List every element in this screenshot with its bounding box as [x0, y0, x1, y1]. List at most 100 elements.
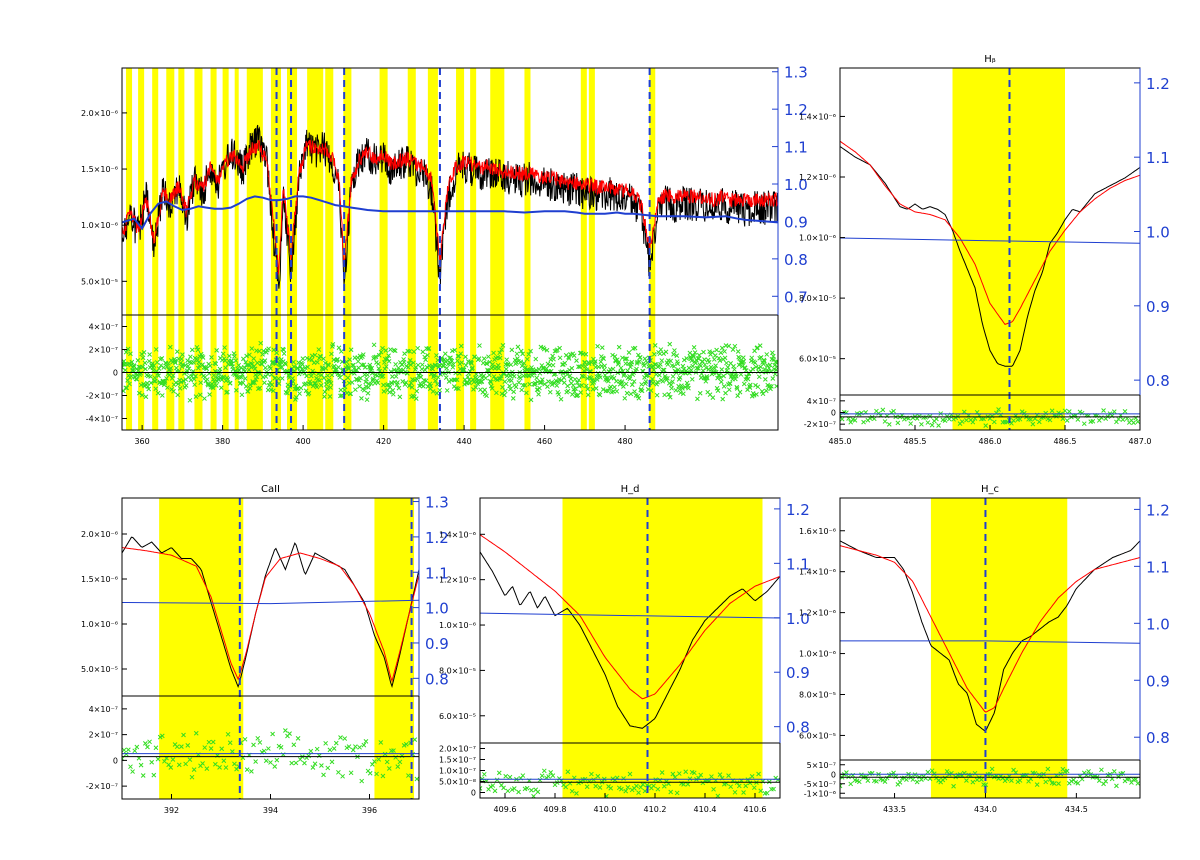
residual-point	[550, 773, 556, 778]
residual-point	[201, 365, 207, 370]
residual-point	[497, 350, 503, 356]
residual-point	[1101, 408, 1106, 413]
x-tick-label: 434.5	[1065, 805, 1088, 814]
residual-point	[460, 367, 466, 373]
residual-point	[338, 735, 343, 740]
residual-point	[152, 378, 158, 384]
residual-point	[549, 382, 555, 387]
residual-point	[253, 759, 259, 764]
residual-point	[374, 771, 379, 777]
residual-point	[886, 422, 892, 427]
residual-point	[721, 373, 726, 379]
residual-point	[884, 775, 890, 781]
residual-point	[279, 364, 285, 370]
residual-point	[904, 777, 909, 783]
residual-point	[726, 343, 732, 349]
residual-point	[856, 779, 862, 785]
residual-point	[328, 380, 334, 386]
residual-point	[244, 362, 250, 368]
residual-point	[734, 384, 740, 390]
residual-point	[750, 366, 756, 372]
residual-point	[359, 396, 364, 401]
residual-point	[217, 366, 223, 372]
residual-point	[773, 367, 778, 373]
residual-point	[268, 366, 273, 371]
residual-point	[212, 761, 218, 767]
residual-point	[595, 343, 600, 349]
residual-point	[181, 732, 186, 738]
res-tick-label: 5×10⁻⁷	[807, 761, 836, 770]
residual-point	[455, 358, 460, 364]
residual-point	[453, 370, 458, 376]
right-tick-label: 0.9	[425, 635, 449, 653]
residual-point	[669, 385, 674, 391]
residual-point	[577, 350, 583, 356]
residual-point	[239, 374, 244, 380]
residual-point	[671, 363, 677, 369]
residual-point	[490, 783, 496, 788]
residual-point	[263, 758, 269, 764]
residual-point	[696, 352, 702, 358]
residual-point	[944, 769, 950, 774]
residual-point	[138, 762, 144, 768]
residual-point	[452, 347, 458, 353]
residual-point	[738, 372, 744, 377]
residual-point	[579, 383, 585, 388]
residual-point	[731, 363, 736, 369]
residual-point	[719, 345, 725, 351]
residual-point	[632, 345, 638, 351]
residual-point	[179, 744, 184, 750]
residual-point	[585, 386, 591, 392]
residual-point	[674, 790, 680, 796]
residual-point	[146, 386, 152, 392]
residual-point	[204, 766, 210, 771]
y-tick-label: 1.4×10⁻⁶	[799, 112, 836, 121]
residual-point	[659, 770, 665, 775]
residual-point	[970, 779, 976, 785]
residual-point	[749, 355, 755, 361]
residual-point	[261, 348, 266, 354]
residual-point	[595, 773, 601, 779]
y-tick-label: 1.4×10⁻⁶	[799, 568, 836, 577]
residual-point	[619, 786, 624, 792]
residual-point	[520, 351, 525, 357]
residual-point	[764, 790, 770, 796]
residual-point	[325, 373, 331, 378]
residual-point	[628, 364, 633, 370]
residual-point	[698, 772, 704, 778]
residual-point	[444, 365, 450, 371]
residual-point	[556, 376, 562, 382]
residual-point	[611, 375, 617, 381]
residual-point	[159, 356, 165, 361]
residual-point	[140, 355, 146, 361]
residual-point	[210, 384, 215, 389]
residual-point	[771, 786, 776, 792]
residual-point	[537, 385, 542, 391]
fit-band	[210, 68, 217, 430]
residual-point	[442, 370, 448, 376]
y-tick-label: 6.0×10⁻⁵	[799, 355, 836, 364]
residual-point	[372, 759, 377, 764]
residual-point	[376, 366, 382, 371]
plot-area	[480, 498, 780, 798]
residual-point	[679, 383, 684, 389]
residual-point	[282, 728, 288, 733]
residual-point	[756, 374, 762, 380]
residual-point	[135, 358, 141, 363]
spectrum-line	[122, 536, 419, 688]
residual-point	[403, 380, 409, 385]
residual-point	[655, 786, 661, 792]
res-tick-label: -5×10⁻⁷	[804, 780, 836, 789]
residual-point	[170, 373, 176, 378]
residual-point	[634, 783, 639, 789]
res-tick-label: 5.0×10⁻⁸	[439, 778, 476, 787]
residual-point	[602, 363, 607, 369]
residual-point	[382, 751, 388, 757]
residual-point	[689, 358, 695, 364]
residual-point	[304, 355, 310, 361]
residual-point	[147, 352, 152, 357]
residual-point	[908, 421, 914, 426]
residual-point	[726, 387, 732, 393]
residual-point	[382, 360, 387, 365]
residual-point	[281, 347, 287, 353]
